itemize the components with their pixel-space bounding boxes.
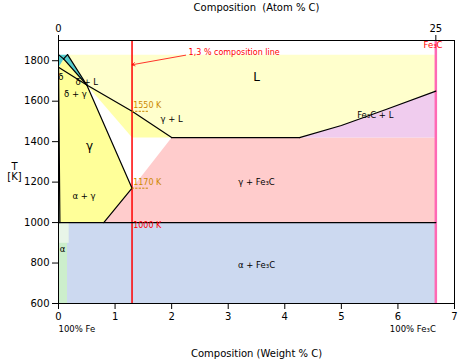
- svg-text:5: 5: [338, 311, 344, 322]
- svg-text:1600: 1600: [24, 95, 49, 106]
- svg-text:Fe₃C: Fe₃C: [424, 40, 443, 50]
- svg-text:0: 0: [55, 311, 61, 322]
- svg-text:Composition (Weight % C): Composition (Weight % C): [191, 348, 322, 359]
- svg-text:α: α: [60, 244, 66, 254]
- svg-text:7: 7: [451, 311, 457, 322]
- svg-text:Composition (Atom % C): Composition (Atom % C): [194, 2, 320, 13]
- svg-text:100% Fe₃C: 100% Fe₃C: [390, 324, 436, 334]
- svg-text:0: 0: [55, 23, 61, 34]
- svg-text:1550 K: 1550 K: [133, 101, 162, 110]
- svg-text:600: 600: [30, 298, 49, 309]
- svg-text:1000: 1000: [24, 217, 49, 228]
- svg-text:α + γ: α + γ: [72, 191, 95, 201]
- svg-text:1: 1: [112, 311, 118, 322]
- svg-text:1,3 % composition line: 1,3 % composition line: [189, 48, 280, 57]
- svg-text:1000 K: 1000 K: [133, 221, 162, 230]
- svg-text:δ + γ: δ + γ: [64, 89, 87, 99]
- svg-text:25: 25: [429, 23, 442, 34]
- svg-text:T[K]: T[K]: [7, 161, 21, 182]
- svg-text:Fe₃C + L: Fe₃C + L: [357, 110, 394, 120]
- svg-text:100% Fe: 100% Fe: [59, 324, 96, 334]
- svg-text:α + Fe₃C: α + Fe₃C: [238, 260, 275, 270]
- svg-text:1170 K: 1170 K: [133, 178, 162, 187]
- svg-text:1400: 1400: [24, 136, 49, 147]
- svg-text:2: 2: [168, 311, 174, 322]
- svg-text:L: L: [253, 70, 260, 84]
- svg-text:4: 4: [282, 311, 288, 322]
- svg-text:6: 6: [395, 311, 401, 322]
- svg-text:1800: 1800: [24, 55, 49, 66]
- svg-text:δ + L: δ + L: [76, 77, 99, 87]
- svg-text:γ + Fe₃C: γ + Fe₃C: [238, 177, 275, 187]
- svg-text:1200: 1200: [24, 176, 49, 187]
- svg-text:800: 800: [30, 257, 49, 268]
- svg-text:γ: γ: [86, 139, 93, 153]
- svg-text:3: 3: [225, 311, 231, 322]
- svg-text:δ: δ: [58, 72, 63, 82]
- svg-text:γ + L: γ + L: [160, 114, 183, 124]
